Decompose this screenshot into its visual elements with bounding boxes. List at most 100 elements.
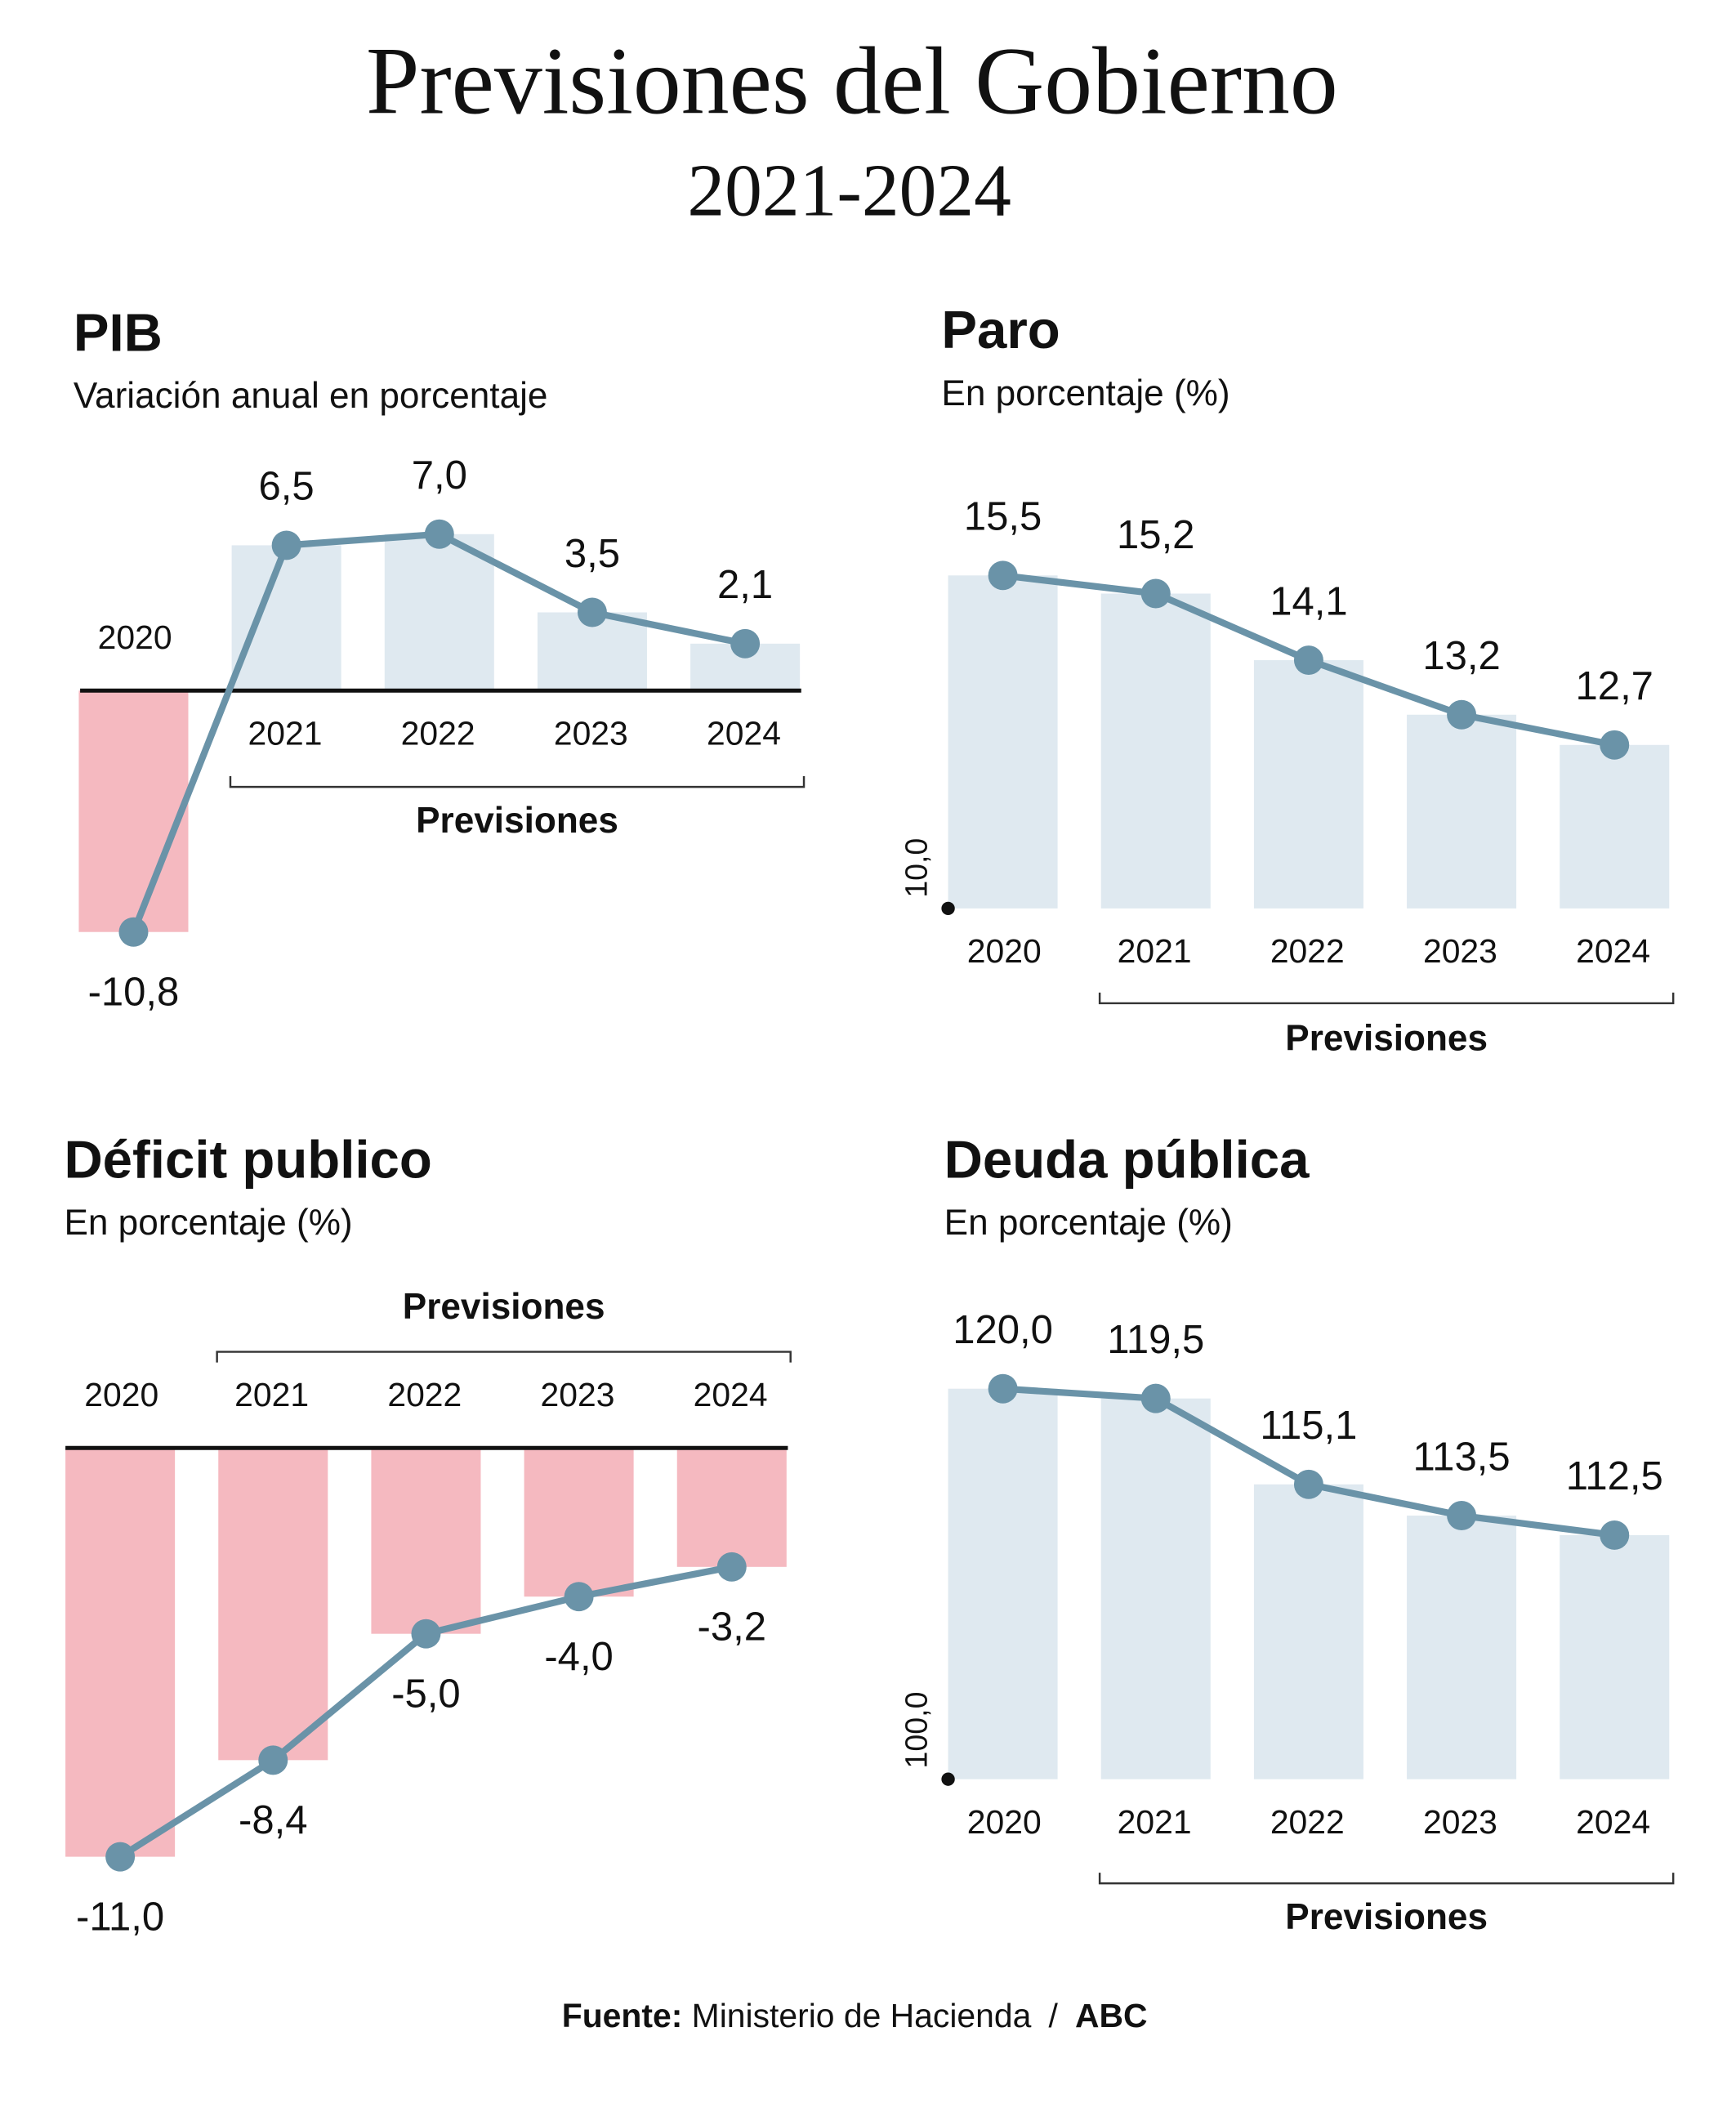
line-point <box>1293 645 1323 676</box>
line-point <box>564 1582 594 1612</box>
bar <box>1253 1484 1363 1779</box>
value-label: -3,2 <box>698 1605 766 1650</box>
category-label: 2020 <box>967 1803 1042 1841</box>
source-separator: / <box>1048 1997 1058 2034</box>
category-label: 2020 <box>967 932 1042 970</box>
annotation: Previsiones <box>1285 1897 1488 1937</box>
chart-title: Déficit publico <box>64 1129 431 1189</box>
line-point <box>258 1745 288 1775</box>
value-label: 12,7 <box>1576 664 1653 708</box>
line-point <box>1447 1501 1477 1531</box>
category-label: 2022 <box>1270 932 1345 970</box>
source-label: Fuente: <box>562 1997 683 2034</box>
category-label: 2023 <box>1423 932 1497 970</box>
line-point <box>105 1842 136 1872</box>
category-label: 2024 <box>1576 1803 1650 1841</box>
bar <box>948 575 1058 909</box>
value-label: 3,5 <box>565 532 620 576</box>
category-label: 2021 <box>1118 1803 1192 1841</box>
value-label: 115,1 <box>1260 1404 1357 1448</box>
source: Fuente: Ministerio de Hacienda / ABC <box>562 1997 1148 2034</box>
line-point <box>1600 1520 1630 1550</box>
bar <box>1253 660 1363 909</box>
category-label: 2020 <box>84 1376 158 1413</box>
value-label: 14,1 <box>1270 579 1347 623</box>
main-title: Previsiones del Gobierno <box>366 29 1338 135</box>
bar <box>676 1448 787 1567</box>
chart-title: Paro <box>941 300 1060 359</box>
line-point <box>1447 699 1477 730</box>
bar <box>218 1448 328 1761</box>
bar <box>948 1388 1058 1779</box>
bar <box>1560 1534 1670 1779</box>
line-point <box>716 1552 747 1582</box>
bracket <box>216 1351 792 1363</box>
category-label: 2022 <box>1270 1803 1345 1841</box>
value-label: -4,0 <box>544 1635 613 1679</box>
annotation: Previsiones <box>416 801 618 841</box>
category-label: 2023 <box>554 715 628 752</box>
bracket <box>1098 1873 1675 1885</box>
value-label: 7,0 <box>412 453 467 498</box>
line-point <box>988 1373 1018 1404</box>
value-label: 2,1 <box>717 563 773 607</box>
value-label: -11,0 <box>76 1895 164 1939</box>
bar <box>371 1448 481 1634</box>
value-label: 13,2 <box>1422 634 1500 678</box>
category-label: 2020 <box>98 618 172 656</box>
value-label: -8,4 <box>239 1798 307 1842</box>
value-label: -10,8 <box>88 971 180 1015</box>
y-tick <box>941 901 955 916</box>
main-subtitle: 2021-2024 <box>687 148 1011 231</box>
bar <box>1560 744 1670 909</box>
line-point <box>1600 730 1630 760</box>
category-label: 2023 <box>1423 1803 1497 1841</box>
bar <box>1407 1516 1517 1779</box>
source-publisher: ABC <box>1075 1997 1148 2034</box>
bar <box>231 545 341 691</box>
annotation: Previsiones <box>1285 1018 1488 1058</box>
chart-subtitle: En porcentaje (%) <box>941 373 1229 413</box>
annotation: Previsiones <box>403 1287 605 1327</box>
chart-subtitle: En porcentaje (%) <box>944 1203 1233 1243</box>
value-label: 113,5 <box>1413 1435 1511 1479</box>
category-label: 2021 <box>248 715 323 752</box>
y-tick-label: 10,0 <box>899 838 934 898</box>
value-label: 119,5 <box>1107 1318 1204 1362</box>
value-label: 15,5 <box>964 495 1042 539</box>
line-point <box>424 519 454 549</box>
y-tick <box>941 1772 955 1786</box>
bracket <box>229 776 806 788</box>
value-label: 120,0 <box>953 1308 1053 1352</box>
category-label: 2022 <box>401 715 475 752</box>
chart-title: PIB <box>74 303 163 363</box>
chart-title: Deuda pública <box>944 1129 1310 1189</box>
category-label: 2024 <box>1576 932 1650 970</box>
line-point <box>730 628 761 659</box>
category-label: 2023 <box>541 1376 615 1413</box>
category-label: 2021 <box>1118 932 1192 970</box>
bar <box>1100 1398 1211 1779</box>
bar <box>1407 714 1517 909</box>
line-point <box>1293 1469 1323 1499</box>
y-tick-label: 100,0 <box>899 1692 934 1769</box>
value-label: 15,2 <box>1117 513 1194 557</box>
chart-subtitle: En porcentaje (%) <box>64 1203 352 1243</box>
line-point <box>577 597 607 627</box>
line-point <box>118 917 149 947</box>
source-name: Ministerio de Hacienda <box>692 1997 1032 2034</box>
value-label: 6,5 <box>259 465 315 509</box>
line-point <box>411 1619 441 1649</box>
bar <box>78 690 189 932</box>
line-point <box>988 560 1018 591</box>
bar <box>524 1448 634 1597</box>
category-label: 2024 <box>694 1376 768 1413</box>
category-label: 2024 <box>707 715 781 752</box>
bar <box>1100 593 1211 909</box>
bracket <box>1098 992 1675 1005</box>
bar <box>384 534 494 691</box>
line-point <box>1140 1383 1171 1413</box>
line-point <box>271 530 301 560</box>
value-label: 112,5 <box>1566 1454 1663 1498</box>
